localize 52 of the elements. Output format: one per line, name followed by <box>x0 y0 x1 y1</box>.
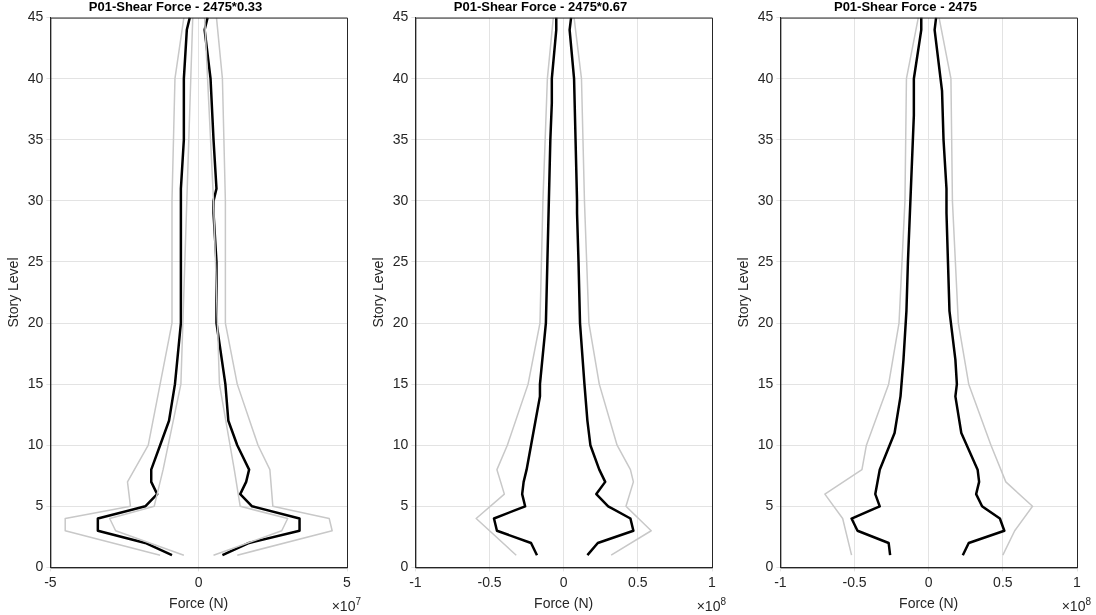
y-tick-label: 35 <box>757 130 774 147</box>
y-tick-label: 15 <box>757 374 774 391</box>
y-tick-label: 15 <box>27 374 44 391</box>
y-tick-label: 25 <box>27 252 44 269</box>
x-axis-title: Force (N) <box>169 595 229 612</box>
x-axis-title: Force (N) <box>899 595 959 612</box>
y-tick-label: 35 <box>27 130 44 147</box>
y-tick-label: 30 <box>757 191 774 208</box>
y-tick-label: 10 <box>27 436 44 453</box>
y-tick-label: 20 <box>392 313 409 330</box>
y-axis-title: Story Level <box>370 257 387 328</box>
x-tick-label: 0.5 <box>628 573 648 590</box>
y-tick-label: 30 <box>392 191 409 208</box>
y-tick-label: 10 <box>392 436 409 453</box>
y-tick-label: 45 <box>392 8 409 25</box>
y-tick-label: 40 <box>392 69 409 86</box>
x-tick-label: -5 <box>44 573 57 590</box>
y-tick-label: 35 <box>392 130 409 147</box>
x-tick-label: -1 <box>774 573 787 590</box>
x-tick-label: 1 <box>708 573 717 590</box>
y-tick-label: 25 <box>757 252 774 269</box>
y-tick-label: 20 <box>27 313 44 330</box>
y-tick-label: 5 <box>35 497 44 514</box>
x-axis-title: Force (N) <box>534 595 594 612</box>
y-tick-label: 15 <box>392 374 409 391</box>
x-tick-label: -0.5 <box>842 573 867 590</box>
y-tick-label: 5 <box>400 497 409 514</box>
chart-title: P01-Shear Force - 2475*0.67 <box>453 0 628 15</box>
y-tick-label: 30 <box>27 191 44 208</box>
y-tick-label: 40 <box>27 69 44 86</box>
y-tick-label: 0 <box>35 558 44 575</box>
y-tick-label: 45 <box>757 8 774 25</box>
x-tick-label: -0.5 <box>477 573 502 590</box>
chart-title: P01-Shear Force - 2475*0.33 <box>88 0 263 15</box>
x-tick-label: 1 <box>1073 573 1082 590</box>
y-tick-label: 5 <box>765 497 774 514</box>
x-tick-label: 0 <box>924 573 933 590</box>
y-tick-label: 10 <box>757 436 774 453</box>
x-tick-label: -1 <box>409 573 422 590</box>
x-tick-label: 0 <box>559 573 568 590</box>
x-tick-label: 5 <box>343 573 352 590</box>
y-tick-label: 20 <box>757 313 774 330</box>
y-tick-label: 45 <box>27 8 44 25</box>
y-tick-label: 40 <box>757 69 774 86</box>
y-tick-label: 25 <box>392 252 409 269</box>
y-tick-label: 0 <box>400 558 409 575</box>
chart-title: P01-Shear Force - 2475 <box>833 0 978 15</box>
x-tick-label: 0.5 <box>993 573 1013 590</box>
y-axis-title: Story Level <box>5 257 22 328</box>
x-tick-label: 0 <box>194 573 203 590</box>
y-axis-title: Story Level <box>735 257 752 328</box>
y-tick-label: 0 <box>765 558 774 575</box>
